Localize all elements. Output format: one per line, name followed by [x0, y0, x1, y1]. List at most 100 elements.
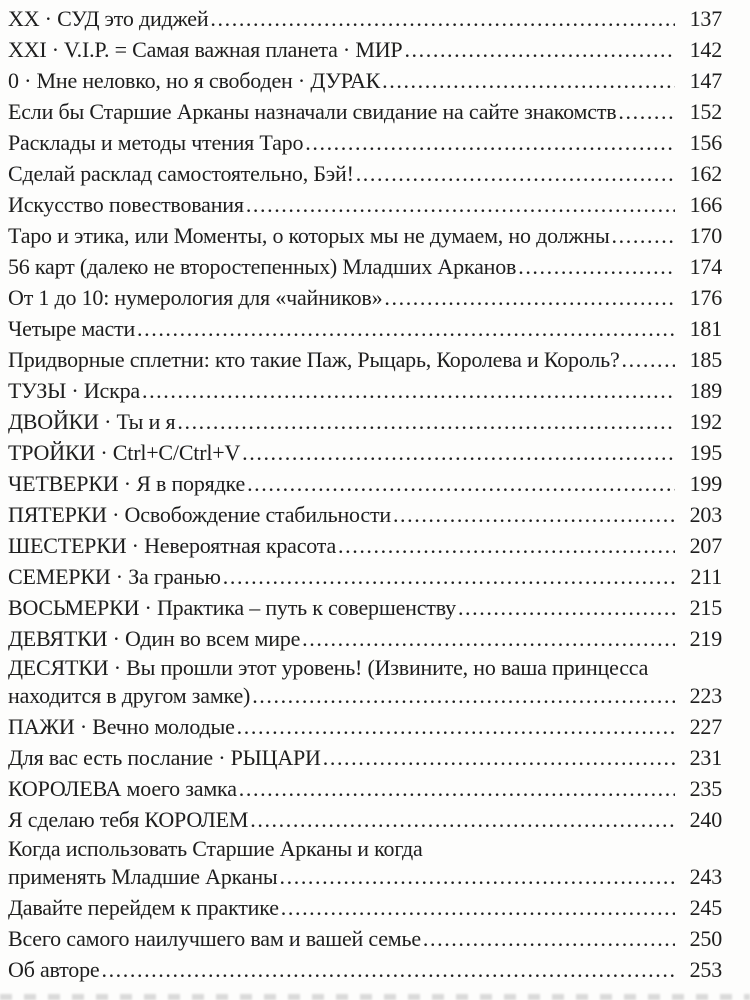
toc-entry-title: применять Младшие Арканы — [8, 864, 278, 889]
toc-entry-page: 243 — [689, 864, 723, 889]
dot-leader — [622, 345, 675, 375]
toc-entry-title: ДЕВЯТКИ · Один во всем мире — [8, 626, 301, 651]
toc-entry-page: 219 — [689, 626, 723, 651]
toc-entry-page: 231 — [689, 745, 723, 770]
toc-entry-line: Для вас есть послание · РЫЦАРИ 231 — [8, 743, 722, 774]
toc-entry-title: ТРОЙКИ · Ctrl+C/Ctrl+V — [8, 440, 241, 465]
toc-entry-page: 207 — [689, 533, 723, 558]
toc-entry-line: Таро и этика, или Моменты, о которых мы … — [8, 221, 722, 252]
dot-leader — [458, 593, 675, 623]
toc-entry-title: находится в другом замке) — [8, 683, 251, 708]
toc-entry-line: КОРОЛЕВА моего замка 235 — [8, 774, 722, 805]
toc-entry-title: ПАЖИ · Вечно молодые — [8, 714, 235, 739]
toc-entry-page: 250 — [689, 926, 723, 951]
toc-entry-line: 0 · Мне неловко, но я свободен · ДУРАК 14… — [8, 66, 722, 97]
toc-entry-page: 189 — [689, 378, 723, 403]
dot-leader — [323, 743, 675, 773]
toc-entry-title: Для вас есть послание · РЫЦАРИ — [8, 745, 321, 770]
toc-entry-title: От 1 до 10: нумерология для «чайников» — [8, 285, 383, 310]
toc-entry-line: XX · СУД это диджей 137 — [8, 4, 722, 35]
toc-entry-page: 203 — [689, 502, 723, 527]
toc-entry-title: Сделай расклад самостоятельно, Бэй! — [8, 161, 354, 186]
toc-entry-title: XXI · V.I.P. = Самая важная планета · МИ… — [8, 37, 403, 62]
toc-entry-title: Придворные сплетни: кто такие Паж, Рыцар… — [8, 347, 620, 372]
toc-entry-page: 223 — [689, 683, 723, 708]
toc-entry-page: 176 — [689, 285, 723, 310]
toc-entry-line: Об авторе 253 — [8, 955, 722, 986]
toc-entry-line: Четыре масти 181 — [8, 314, 722, 345]
dot-leader — [618, 97, 675, 127]
toc-entry-title: Таро и этика, или Моменты, о которых мы … — [8, 223, 610, 248]
toc-entry-title: Давайте перейдем к практике — [8, 895, 279, 920]
dot-leader — [423, 924, 675, 954]
toc-entry-title: 0 · Мне неловко, но я свободен · ДУРАК — [8, 68, 381, 93]
toc-entry-line: ЧЕТВЕРКИ · Я в порядке 199 — [8, 469, 722, 500]
dot-leader — [518, 252, 675, 282]
toc-entry-page: 235 — [689, 776, 723, 801]
toc-entry-title: Четыре масти — [8, 316, 136, 341]
toc-entry-page: 185 — [689, 347, 723, 372]
dot-leader — [101, 955, 675, 985]
toc-entry-page: 174 — [689, 254, 723, 279]
toc-entry-title: Расклады и методы чтения Таро — [8, 130, 304, 155]
toc-entry-title: 56 карт (далеко не второстепенных) Младш… — [8, 254, 517, 279]
toc-entry-title: Я сделаю тебя КОРОЛЕМ — [8, 807, 249, 832]
dot-leader — [305, 128, 675, 158]
dot-leader — [281, 893, 675, 923]
dot-leader — [246, 190, 675, 220]
dot-leader — [382, 66, 675, 96]
dot-leader — [223, 562, 675, 592]
dot-leader — [137, 314, 675, 344]
toc-entry-line: ПАЖИ · Вечно молодые 227 — [8, 712, 722, 743]
dot-leader — [239, 774, 675, 804]
toc-entry-line: От 1 до 10: нумерология для «чайников» 17… — [8, 283, 722, 314]
toc-entry-line: Когда использовать Старшие Арканы и когд… — [8, 836, 722, 862]
dot-leader — [250, 805, 675, 835]
toc-entry-line: Искусство повествования 166 — [8, 190, 722, 221]
toc-entry-line: находится в другом замке) 223 — [8, 681, 722, 712]
toc-entry-title: Искусство повествования — [8, 192, 244, 217]
dot-leader — [252, 681, 675, 711]
dot-leader — [356, 159, 675, 189]
toc-entry-line: ТРОЙКИ · Ctrl+C/Ctrl+V 195 — [8, 438, 722, 469]
toc-entry-line: ШЕСТЕРКИ · Невероятная красота 207 — [8, 531, 722, 562]
toc-entry-line: ВОСЬМЕРКИ · Практика – путь к совершенст… — [8, 593, 722, 624]
toc-entry-page: 156 — [689, 130, 723, 155]
dot-leader — [247, 469, 675, 499]
dot-leader — [237, 712, 675, 742]
dot-leader — [177, 407, 675, 437]
toc-entry-line: XXI · V.I.P. = Самая важная планета · МИ… — [8, 35, 722, 66]
toc-entry-title: КОРОЛЕВА моего замка — [8, 776, 237, 801]
toc-entry-title: Когда использовать Старшие Арканы и когд… — [8, 836, 423, 861]
toc-entry-title: ВОСЬМЕРКИ · Практика – путь к совершенст… — [8, 595, 456, 620]
toc-entry-page: 166 — [689, 192, 723, 217]
dot-leader — [280, 862, 675, 892]
toc-entry-page: 181 — [689, 316, 723, 341]
toc-entry-line: Давайте перейдем к практике 245 — [8, 893, 722, 924]
toc-entry-title: XX · СУД это диджей — [8, 6, 209, 31]
toc-entry-line: применять Младшие Арканы 243 — [8, 862, 722, 893]
toc-entry-title: ДЕСЯТКИ · Вы прошли этот уровень! (Извин… — [8, 655, 649, 680]
toc-entry-page: 195 — [689, 440, 723, 465]
toc-entry-page: 152 — [689, 99, 723, 124]
toc-entry-title: ДВОЙКИ · Ты и я — [8, 409, 176, 434]
dot-leader — [404, 35, 675, 65]
toc-entry-page: 240 — [689, 807, 723, 832]
toc-entry-line: ПЯТЕРКИ · Освобождение стабильности 203 — [8, 500, 722, 531]
toc-entry-title: Об авторе — [8, 957, 100, 982]
dot-leader — [210, 4, 675, 34]
toc-entry-page: 192 — [689, 409, 723, 434]
toc-entry-line: ДЕВЯТКИ · Один во всем мире 219 — [8, 624, 722, 655]
toc-entry-line: ДЕСЯТКИ · Вы прошли этот уровень! (Извин… — [8, 655, 722, 681]
toc-entry-page: 199 — [689, 471, 723, 496]
toc-entry-title: ПЯТЕРКИ · Освобождение стабильности — [8, 502, 391, 527]
toc-entry-line: 56 карт (далеко не второстепенных) Младш… — [8, 252, 722, 283]
toc-entry-page: 147 — [689, 68, 723, 93]
toc-entry-title: Если бы Старшие Арканы назначали свидани… — [8, 99, 617, 124]
toc-entry-line: ДВОЙКИ · Ты и я 192 — [8, 407, 722, 438]
toc-entry-page: 142 — [689, 37, 723, 62]
toc-entry-title: Всего самого наилучшего вам и вашей семь… — [8, 926, 421, 951]
toc-entry-line: Если бы Старшие Арканы назначали свидани… — [8, 97, 722, 128]
toc-entry-line: Расклады и методы чтения Таро 156 — [8, 128, 722, 159]
